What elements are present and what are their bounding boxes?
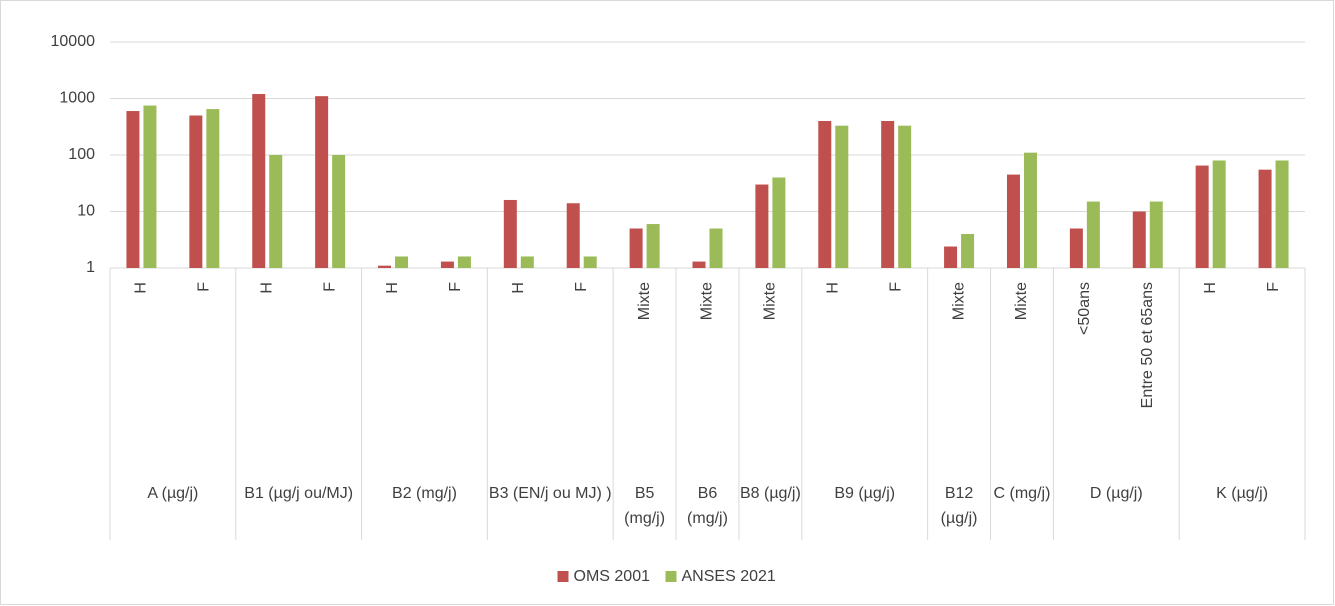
bar	[332, 155, 346, 268]
y-tick-label: 10000	[51, 33, 96, 50]
bar	[772, 177, 786, 268]
bar	[457, 256, 471, 268]
bar	[1006, 174, 1020, 268]
x-tick-label: H	[510, 282, 527, 294]
bar	[583, 256, 597, 268]
y-tick-label: 1	[86, 259, 95, 276]
x-tick-label: H	[133, 282, 150, 294]
bar	[520, 256, 534, 268]
group-label: B6 (mg/j)	[687, 485, 728, 527]
bar	[378, 265, 392, 268]
group-label: A (µg/j)	[147, 485, 199, 502]
bar	[1258, 169, 1272, 268]
y-tick-label: 10	[77, 203, 95, 220]
bar	[440, 261, 454, 268]
bar	[881, 120, 895, 268]
bar	[755, 184, 769, 268]
bar	[395, 256, 409, 268]
y-tick-label: 1000	[59, 90, 95, 107]
bar	[1023, 152, 1037, 268]
bar	[189, 115, 203, 268]
x-tick-label: H	[1202, 282, 1219, 294]
group-label: D (µg/j)	[1089, 485, 1143, 502]
x-tick-label: F	[447, 282, 464, 292]
legend-swatch	[557, 571, 569, 582]
legend-swatch	[665, 571, 677, 582]
group-label: B5 (mg/j)	[624, 485, 666, 527]
bar	[1195, 165, 1209, 268]
x-tick-label: H	[258, 282, 275, 294]
bar	[835, 125, 849, 268]
bar	[944, 246, 958, 268]
x-tick-label: <50ans	[1076, 282, 1093, 335]
y-tick-label: 100	[68, 146, 95, 163]
x-tick-label: H	[384, 282, 401, 294]
group-label: B1 (µg/j ou/MJ)	[244, 485, 354, 502]
bar	[566, 203, 580, 268]
x-tick-label: F	[196, 282, 213, 292]
bar	[692, 261, 706, 268]
bar	[961, 233, 975, 268]
bar	[1212, 160, 1226, 268]
bar	[143, 105, 157, 268]
x-tick-label: Mixte	[762, 282, 779, 320]
x-tick-label: Mixte	[699, 282, 716, 320]
legend-label: ANSES 2021	[682, 568, 776, 585]
x-tick-label: Mixte	[1013, 282, 1030, 320]
bar	[269, 155, 283, 268]
bar	[206, 109, 220, 268]
bar	[126, 111, 140, 268]
bar	[1069, 228, 1083, 268]
bar	[1275, 160, 1289, 268]
bar	[898, 125, 912, 268]
legend-label: OMS 2001	[574, 568, 651, 585]
bar	[252, 94, 266, 268]
x-tick-label: H	[825, 282, 842, 294]
group-label: K (µg/j)	[1216, 485, 1269, 502]
bar	[503, 199, 517, 268]
bar	[818, 120, 832, 268]
x-tick-label: F	[573, 282, 590, 292]
bar	[1086, 201, 1100, 268]
group-label: B12 (µg/j)	[940, 485, 978, 527]
bar	[709, 228, 723, 268]
x-tick-label: F	[321, 282, 338, 292]
bar	[629, 228, 643, 268]
bar	[315, 96, 329, 268]
x-tick-label: Mixte	[636, 282, 653, 320]
x-tick-label: F	[1265, 282, 1282, 292]
x-tick-label: Mixte	[950, 282, 967, 320]
bar	[646, 224, 660, 268]
x-tick-label: F	[887, 282, 904, 292]
bar	[1132, 211, 1146, 268]
x-tick-label: Entre 50 et 65ans	[1139, 282, 1156, 408]
bar	[1149, 201, 1163, 268]
group-label: B3 (EN/j ou MJ) )	[488, 485, 612, 502]
group-label: B8 (µg/j)	[739, 485, 801, 502]
group-label: B2 (mg/j)	[392, 485, 457, 502]
group-label: B9 (µg/j)	[834, 485, 896, 502]
group-label: C (mg/j)	[993, 485, 1051, 502]
